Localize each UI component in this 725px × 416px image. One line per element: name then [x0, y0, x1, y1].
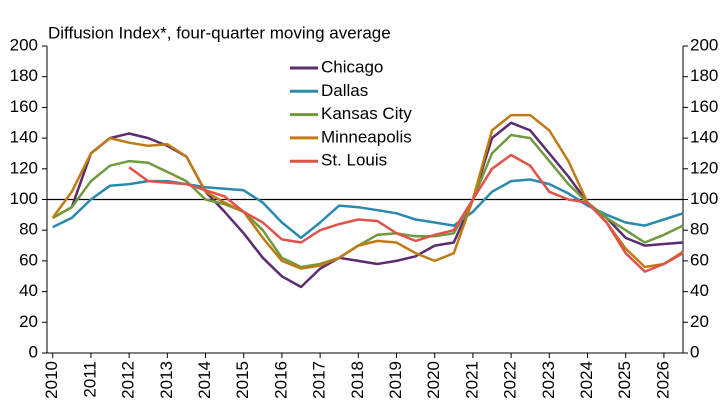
legend-label: St. Louis	[321, 151, 387, 170]
y2-tick-label: 160	[690, 97, 718, 116]
x-tick-label: 2013	[157, 361, 176, 399]
legend-label: Kansas City	[321, 104, 412, 123]
y-tick-label: 20	[19, 312, 38, 331]
series-line	[51, 113, 684, 270]
y2-tick-label: 120	[690, 158, 718, 177]
legend-label: Dallas	[321, 81, 368, 100]
series-line	[52, 133, 684, 269]
x-tick-label: 2021	[462, 361, 481, 399]
y-tick-label: 160	[10, 97, 38, 116]
series-line	[128, 153, 684, 273]
x-tick-label: 2018	[348, 361, 367, 399]
x-tick-label: 2025	[615, 361, 634, 399]
y-tick-label: 180	[10, 66, 38, 85]
y2-tick-label: 100	[690, 189, 718, 208]
y-tick-label: 60	[19, 250, 38, 269]
legend-label: Chicago	[321, 57, 383, 76]
y2-tick-label: 140	[690, 128, 718, 147]
x-tick-label: 2019	[386, 361, 405, 399]
y-tick-label: 0	[29, 342, 38, 361]
y2-tick-label: 20	[690, 312, 709, 331]
y-tick-label: 80	[19, 220, 38, 239]
x-tick-label: 2020	[424, 361, 443, 399]
y-tick-label: 200	[10, 35, 38, 54]
y2-tick-label: 180	[690, 66, 718, 85]
x-tick-label: 2024	[577, 361, 596, 399]
series-line	[52, 178, 684, 240]
series-line	[52, 121, 684, 289]
x-tick-label: 2012	[119, 361, 138, 399]
y2-tick-label: 200	[690, 35, 718, 54]
x-tick-label: 2016	[271, 361, 290, 399]
x-tick-label: 2014	[195, 361, 214, 399]
y2-tick-label: 60	[690, 250, 709, 269]
y2-tick-label: 0	[690, 342, 699, 361]
legend-label: Minneapolis	[321, 127, 412, 146]
x-tick-label: 2026	[653, 361, 672, 399]
chart-title: Diffusion Index*, four-quarter moving av…	[48, 23, 391, 42]
x-tick-label: 2017	[310, 361, 329, 399]
x-tick-label: 2010	[42, 361, 61, 399]
y-tick-label: 120	[10, 158, 38, 177]
y-tick-label: 100	[10, 189, 38, 208]
x-tick-label: 2011	[80, 361, 99, 398]
y2-tick-label: 80	[690, 220, 709, 239]
y2-tick-label: 40	[690, 281, 709, 300]
y-tick-label: 40	[19, 281, 38, 300]
x-tick-label: 2023	[539, 361, 558, 399]
x-tick-label: 2015	[233, 361, 252, 399]
y-tick-label: 140	[10, 128, 38, 147]
x-tick-label: 2022	[501, 361, 520, 399]
